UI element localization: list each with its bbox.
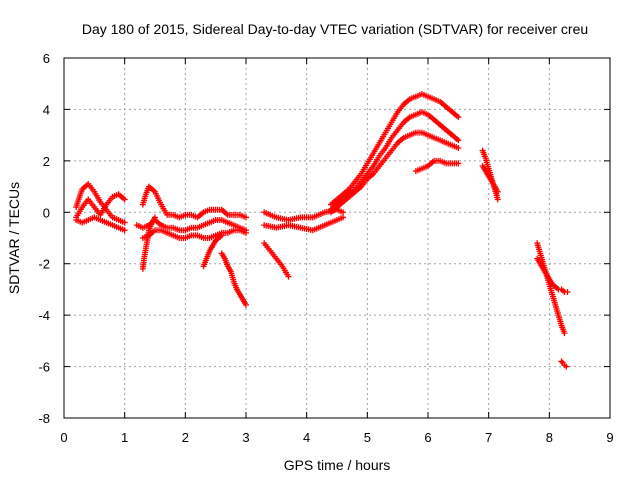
series-arc-d bbox=[139, 183, 249, 221]
data-point bbox=[152, 214, 158, 221]
data-point bbox=[563, 363, 570, 370]
x-tick-label: 4 bbox=[303, 430, 310, 445]
data-point bbox=[494, 196, 501, 203]
series-arc-g bbox=[139, 214, 158, 272]
data-point bbox=[243, 214, 249, 221]
data-point bbox=[285, 273, 292, 280]
series-arc-p bbox=[412, 157, 462, 175]
series-arc-t bbox=[534, 255, 571, 295]
x-tick-label: 8 bbox=[546, 430, 553, 445]
y-tick-label: 0 bbox=[43, 205, 50, 220]
y-tick-label: 2 bbox=[43, 154, 50, 169]
grid-layer bbox=[64, 58, 610, 418]
data-point bbox=[243, 229, 249, 236]
series-arc-h bbox=[200, 232, 225, 270]
x-tick-label: 9 bbox=[606, 430, 613, 445]
series-arc-m bbox=[327, 91, 462, 208]
data-point bbox=[561, 330, 568, 337]
series-arc-a bbox=[73, 181, 128, 226]
x-tick-label: 5 bbox=[364, 430, 371, 445]
x-tick-label: 3 bbox=[242, 430, 249, 445]
series-arc-b bbox=[73, 191, 128, 221]
y-tick-label: -4 bbox=[38, 308, 50, 323]
tick-layer: 0 1 2 3 4 5 6 7 8 9 -8 -6 -4 -2 0 2 4 6 bbox=[38, 51, 613, 445]
series-arc-j bbox=[261, 240, 292, 280]
y-tick-label: -6 bbox=[38, 360, 50, 375]
chart-title: Day 180 of 2015, Sidereal Day-to-day VTE… bbox=[82, 21, 588, 37]
series-arc-c bbox=[73, 214, 128, 234]
data-point bbox=[564, 289, 571, 295]
series-arc-n bbox=[327, 109, 462, 213]
data-layer bbox=[73, 91, 571, 370]
series-arc-k bbox=[261, 214, 347, 234]
y-axis-label: SDTVAR / TECUs bbox=[6, 182, 22, 294]
series-arc-o bbox=[327, 129, 462, 216]
x-tick-label: 0 bbox=[60, 430, 67, 445]
data-point bbox=[121, 219, 128, 226]
data-point bbox=[494, 188, 501, 195]
y-tick-label: -2 bbox=[38, 257, 50, 272]
series-arc-f bbox=[139, 227, 249, 241]
x-tick-label: 6 bbox=[424, 430, 431, 445]
series-arc-r bbox=[479, 163, 501, 195]
data-point bbox=[455, 137, 462, 144]
series-arc-i bbox=[218, 250, 249, 308]
data-point bbox=[455, 145, 462, 151]
x-tick-label: 1 bbox=[121, 430, 128, 445]
series-arc-l bbox=[261, 206, 347, 223]
data-point bbox=[455, 160, 462, 167]
plot-frame bbox=[63, 57, 611, 419]
data-point bbox=[243, 301, 249, 308]
data-point bbox=[340, 214, 347, 221]
data-point bbox=[121, 196, 128, 203]
data-point bbox=[121, 227, 128, 234]
data-point bbox=[558, 358, 565, 365]
data-point bbox=[455, 114, 462, 121]
series-arc-u bbox=[558, 358, 570, 370]
y-tick-label: 6 bbox=[43, 51, 50, 66]
x-tick-label: 2 bbox=[182, 430, 189, 445]
y-tick-label: 4 bbox=[43, 102, 50, 117]
x-tick-label: 7 bbox=[485, 430, 492, 445]
y-tick-label: -8 bbox=[38, 411, 50, 426]
x-axis-label: GPS time / hours bbox=[284, 457, 391, 473]
data-point bbox=[340, 209, 347, 216]
data-point bbox=[218, 232, 225, 239]
